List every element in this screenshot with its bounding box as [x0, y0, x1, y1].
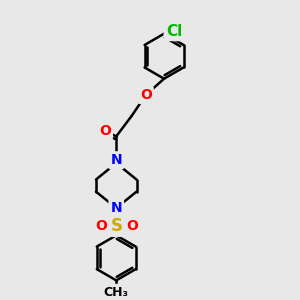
Text: O: O	[99, 124, 111, 138]
Text: O: O	[95, 218, 107, 233]
Text: N: N	[110, 153, 122, 167]
Text: CH₃: CH₃	[104, 286, 129, 299]
Text: N: N	[110, 201, 122, 215]
Text: O: O	[126, 218, 138, 233]
Text: S: S	[110, 217, 122, 235]
Text: O: O	[140, 88, 152, 102]
Text: Cl: Cl	[166, 24, 182, 39]
